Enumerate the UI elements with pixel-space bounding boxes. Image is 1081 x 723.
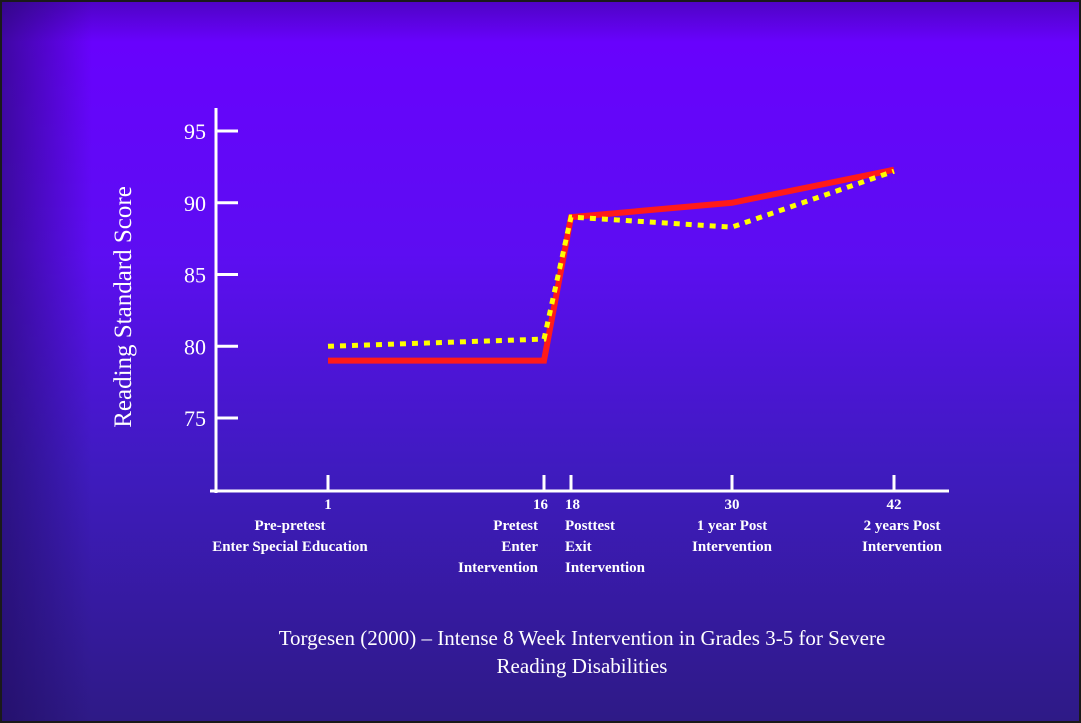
y-tick-label: 90	[184, 191, 206, 216]
x-tick-label: Intervention	[565, 560, 646, 576]
x-tick-label: Intervention	[862, 539, 943, 555]
x-tick-label: 42	[887, 497, 902, 513]
x-tick-label: 18	[565, 497, 580, 513]
y-tick-label: 95	[184, 119, 206, 144]
x-tick-label: Intervention	[458, 560, 539, 576]
labels-layer: 75 80 85 90 95 Reading Standard Score 1 Pre-pre…	[110, 119, 943, 576]
x-tick-label: Posttest	[565, 518, 615, 534]
y-tick-label: 85	[184, 263, 206, 288]
x-tick-label: Enter Special Education	[212, 539, 368, 555]
series-line-solid	[328, 166, 895, 364]
y-axis-label: Reading Standard Score	[110, 186, 137, 428]
x-tick-label: 2 years Post	[864, 518, 941, 534]
x-tick-label: 1	[324, 497, 332, 513]
y-tick-label: 80	[184, 334, 206, 359]
x-tick-label: 1 year Post	[697, 518, 768, 534]
x-tick-label: Enter	[501, 539, 538, 555]
slide-shade-top	[2, 2, 1079, 42]
x-tick-label: 30	[725, 497, 740, 513]
caption-line-1: Torgesen (2000) – Intense 8 Week Interve…	[278, 626, 886, 650]
chart-caption: Torgesen (2000) – Intense 8 Week Interve…	[82, 624, 1079, 680]
slide-shade-left	[2, 2, 92, 721]
x-tick-label: Pretest	[493, 518, 538, 534]
x-tick-label: 16	[533, 497, 549, 513]
x-tick-label: Intervention	[692, 539, 773, 555]
caption-line-2: Reading Disabilities	[496, 654, 668, 678]
series-layer	[327, 166, 895, 364]
x-tick-label: Pre-pretest	[254, 518, 325, 534]
series-line-dotted	[327, 168, 895, 349]
x-tick-label: Exit	[565, 539, 592, 555]
y-tick-label: 75	[184, 406, 206, 431]
axes	[210, 108, 949, 493]
